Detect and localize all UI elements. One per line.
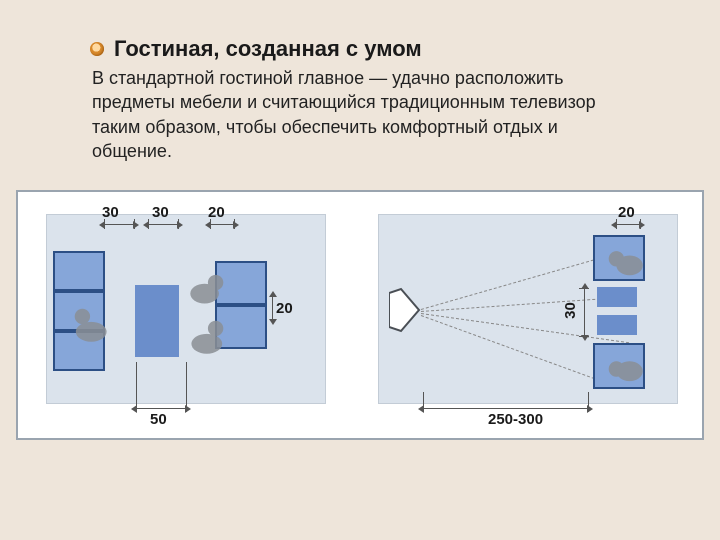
- dim-tick: [186, 362, 187, 412]
- dim-tick: [148, 219, 149, 229]
- dim-line: [210, 224, 234, 225]
- dim-label: 30: [152, 204, 169, 221]
- person-icon: [67, 301, 111, 345]
- dim-line: [584, 288, 585, 336]
- dim-tick: [104, 219, 105, 229]
- dim-tick: [579, 336, 589, 337]
- dim-tick: [640, 219, 641, 229]
- dim-tick: [579, 288, 589, 289]
- dim-tick: [178, 219, 179, 229]
- side-table: [597, 315, 637, 335]
- dim-tick: [234, 219, 235, 229]
- person-icon: [601, 239, 645, 283]
- bullet-icon: [90, 42, 104, 56]
- dim-tick: [134, 219, 135, 229]
- dim-label: 250-300: [488, 411, 543, 428]
- dim-tick: [423, 392, 424, 412]
- person-icon: [187, 265, 231, 309]
- dim-line: [423, 408, 588, 409]
- dim-line: [104, 224, 134, 225]
- dim-label: 50: [150, 411, 167, 428]
- dim-label: 20: [276, 300, 293, 317]
- dim-tick: [588, 392, 589, 412]
- dim-line: [136, 408, 186, 409]
- dim-line: [616, 224, 640, 225]
- dim-tick: [148, 224, 178, 225]
- dim-tick: [616, 219, 617, 229]
- dim-label: 30: [562, 302, 579, 319]
- dim-label: 20: [618, 204, 635, 221]
- floor-plan-figure: 30 30 20 20 50: [16, 190, 704, 440]
- dim-line: [272, 296, 273, 320]
- intro-paragraph: В стандартной гостиной главное — удачно …: [92, 66, 632, 163]
- page-title: Гостиная, созданная с умом: [114, 36, 422, 62]
- tv-icon: [389, 285, 425, 335]
- coffee-table: [135, 285, 179, 357]
- dim-tick: [210, 219, 211, 229]
- person-icon: [601, 347, 645, 391]
- side-table: [597, 287, 637, 307]
- dim-tick: [136, 362, 137, 412]
- sofa-module: [53, 251, 105, 291]
- person-icon: [187, 313, 231, 357]
- panel-right: [378, 214, 678, 404]
